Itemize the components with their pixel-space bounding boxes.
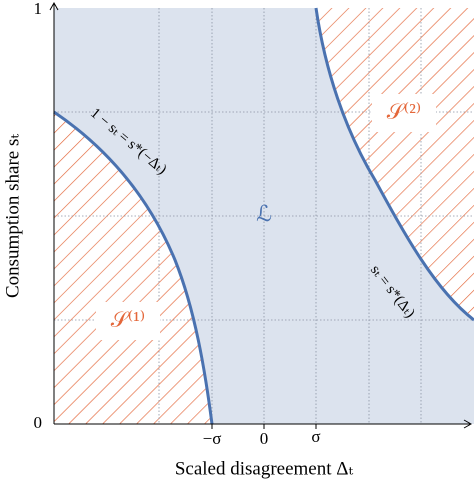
y-tick-label: 0 [34,413,43,432]
x-tick-label: −σ [203,429,222,448]
label-box [372,94,436,132]
y-tick-label: 1 [34,0,43,18]
x-tick-label: 0 [260,429,269,448]
label-box [96,302,160,340]
right-curve [314,7,474,322]
x-axis-label: Scaled disagreement Δₜ [175,458,354,479]
region-label: 𝒮⁽¹⁾ [111,307,145,332]
region-label: ℒ [256,201,272,226]
axes [49,1,473,429]
region-s1 [54,112,212,424]
left-curve [53,110,214,425]
x-tick-label: σ [311,427,320,446]
region-s2 [316,8,474,320]
region-label: 𝒮⁽²⁾ [387,99,421,124]
y-axis-label: Consumption share sₜ [2,134,23,298]
